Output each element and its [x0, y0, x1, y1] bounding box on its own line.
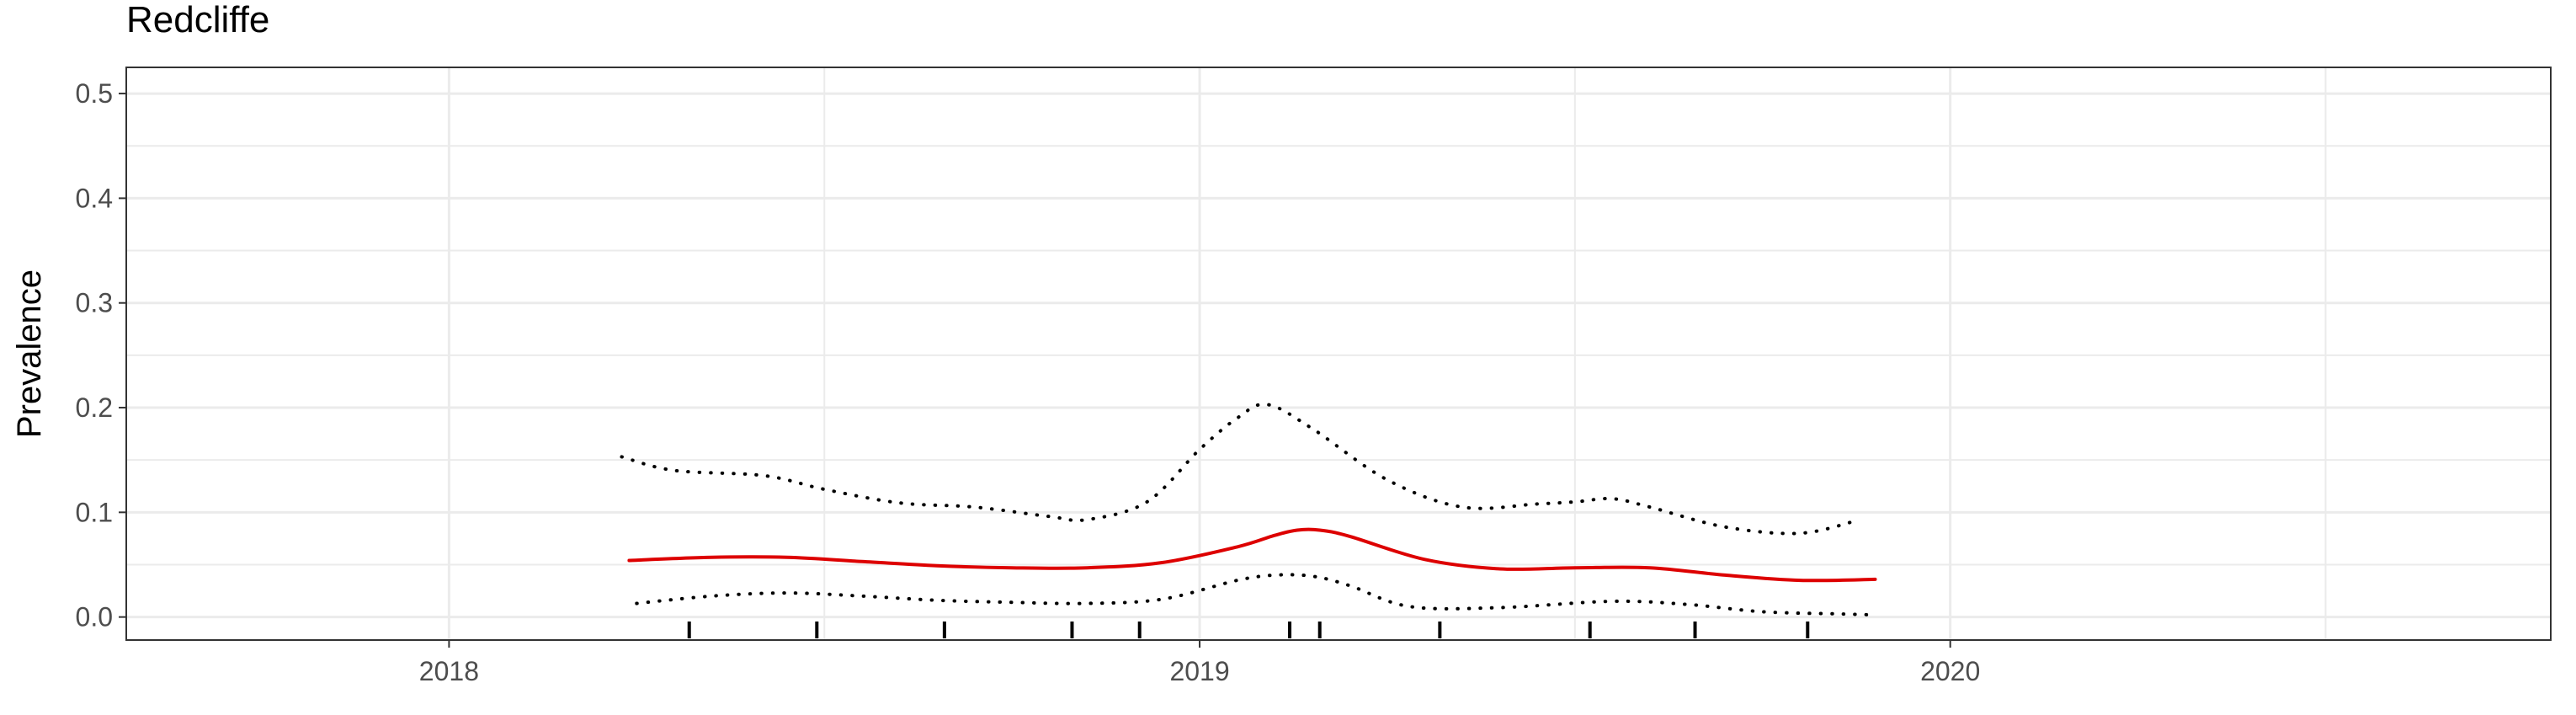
x-tick-label: 2018 — [419, 656, 479, 686]
y-tick-label: 0.1 — [76, 497, 113, 527]
series-lines — [620, 403, 1877, 617]
panel-border — [125, 67, 2552, 641]
y-tick-label: 0.4 — [76, 183, 113, 213]
y-tick-label: 0.0 — [76, 602, 113, 632]
y-tick-label: 0.2 — [76, 392, 113, 423]
y-axis-ticks: 0.0 0.1 0.2 0.3 0.4 0.5 — [76, 78, 126, 632]
estimate-line — [627, 527, 1877, 583]
x-tick-label: 2019 — [1169, 656, 1229, 686]
lower-bound-line — [635, 573, 1877, 617]
upper-bound-line — [620, 403, 1862, 536]
y-axis-title: Prevalence — [11, 269, 48, 438]
x-tick-label: 2020 — [1920, 656, 1980, 686]
rug-ticks — [687, 622, 1810, 638]
x-axis-ticks: 2018 2019 2020 — [419, 640, 1980, 686]
y-tick-label: 0.3 — [76, 288, 113, 318]
y-tick-label: 0.5 — [76, 78, 113, 109]
chart-title: Redcliffe — [126, 0, 269, 40]
grid-lines — [126, 67, 2551, 640]
